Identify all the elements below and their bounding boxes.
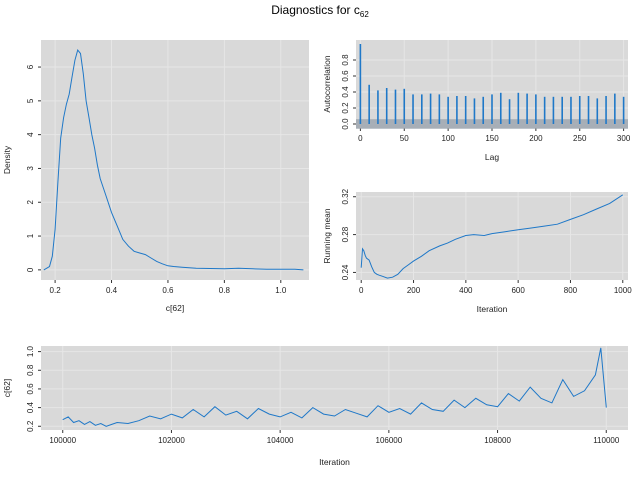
density-ytick-label: 1 — [26, 233, 35, 238]
trace-panel: 100000 102000 104000 106000 108000 110000 0.2 0… — [2, 345, 628, 467]
trace-ytick-label: 0.8 — [26, 364, 35, 376]
autocorrelation-ylabel: Autocorrelation — [322, 55, 332, 112]
trace-ytick-label: 0.2 — [26, 420, 35, 432]
density-series-line — [43, 49, 304, 271]
density-ytick-label: 0 — [26, 267, 35, 272]
trace-xtick-label: 100000 — [49, 436, 76, 445]
density-xtick-label: 0.8 — [219, 286, 231, 295]
running-mean-xtick-label: 800 — [564, 286, 578, 295]
running-mean-ytick-label: 0.28 — [341, 226, 350, 242]
autocorrelation-ytick-label: 0.4 — [341, 86, 350, 98]
trace-series-line — [62, 347, 607, 427]
running-mean-xtick-label: 400 — [459, 286, 473, 295]
autocorrelation-xtick-label: 300 — [617, 134, 631, 143]
density-panel: 0.2 0.4 0.6 0.8 1.0 0 1 2 3 4 5 6 c[62] Density — [2, 40, 309, 313]
trace-xtick-label: 106000 — [376, 436, 403, 445]
running-mean-xtick-label: 600 — [511, 286, 525, 295]
trace-xtick-label: 104000 — [267, 436, 294, 445]
autocorrelation-xtick-label: 150 — [485, 134, 499, 143]
density-xtick-label: 1.0 — [275, 286, 287, 295]
density-ytick-label: 3 — [26, 166, 35, 171]
running-mean-panel: 0 200 400 600 800 1000 0.24 0.28 0.32 Iteration Ru… — [322, 188, 632, 314]
density-background — [41, 40, 309, 280]
density-ylabel: Density — [2, 145, 12, 174]
density-xtick-label: 0.4 — [106, 286, 118, 295]
running-mean-xtick-label: 1000 — [614, 286, 632, 295]
autocorrelation-ytick-label: 0.8 — [341, 54, 350, 66]
figure-title: Diagnostics for c62 — [271, 3, 369, 19]
autocorrelation-panel: 0 50 100 150 200 250 300 0.0 0.2 0.4 0.6 0.8 Lag Auto… — [322, 40, 631, 162]
density-ytick-label: 5 — [26, 98, 35, 103]
density-ytick-label: 2 — [26, 199, 35, 204]
running-mean-xlabel: Iteration — [477, 304, 508, 314]
autocorrelation-ytick-label: 0.6 — [341, 70, 350, 82]
running-mean-ylabel: Running mean — [322, 208, 332, 264]
density-xlabel: c[62] — [166, 303, 184, 313]
running-mean-xtick-label: 200 — [407, 286, 421, 295]
density-xtick-label: 0.2 — [50, 286, 62, 295]
running-mean-series-line — [360, 194, 624, 279]
autocorrelation-xtick-label: 0 — [358, 134, 363, 143]
trace-xtick-label: 108000 — [484, 436, 511, 445]
autocorrelation-ytick-label: 0.0 — [341, 118, 350, 130]
trace-xlabel: Iteration — [319, 457, 350, 467]
density-xtick-label: 0.6 — [162, 286, 174, 295]
trace-ytick-label: 0.6 — [26, 383, 35, 395]
running-mean-background — [356, 192, 628, 280]
trace-ytick-label: 0.4 — [26, 401, 35, 413]
density-ytick-label: 6 — [26, 64, 35, 69]
trace-ytick-label: 1.0 — [26, 345, 35, 357]
running-mean-ytick-label: 0.24 — [341, 264, 350, 280]
autocorrelation-ytick-label: 0.2 — [341, 102, 350, 114]
autocorrelation-xtick-label: 100 — [441, 134, 455, 143]
trace-xtick-label: 102000 — [158, 436, 185, 445]
autocorrelation-xtick-label: 200 — [529, 134, 543, 143]
autocorrelation-xlabel: Lag — [485, 152, 499, 162]
running-mean-xtick-label: 0 — [359, 286, 364, 295]
autocorrelation-xtick-label: 250 — [573, 134, 587, 143]
trace-xtick-label: 110000 — [593, 436, 620, 445]
autocorrelation-xtick-label: 50 — [400, 134, 409, 143]
density-ytick-label: 4 — [26, 132, 35, 137]
trace-ylabel: c[62] — [2, 379, 12, 397]
trace-background — [41, 346, 628, 430]
running-mean-ytick-label: 0.32 — [341, 188, 350, 204]
